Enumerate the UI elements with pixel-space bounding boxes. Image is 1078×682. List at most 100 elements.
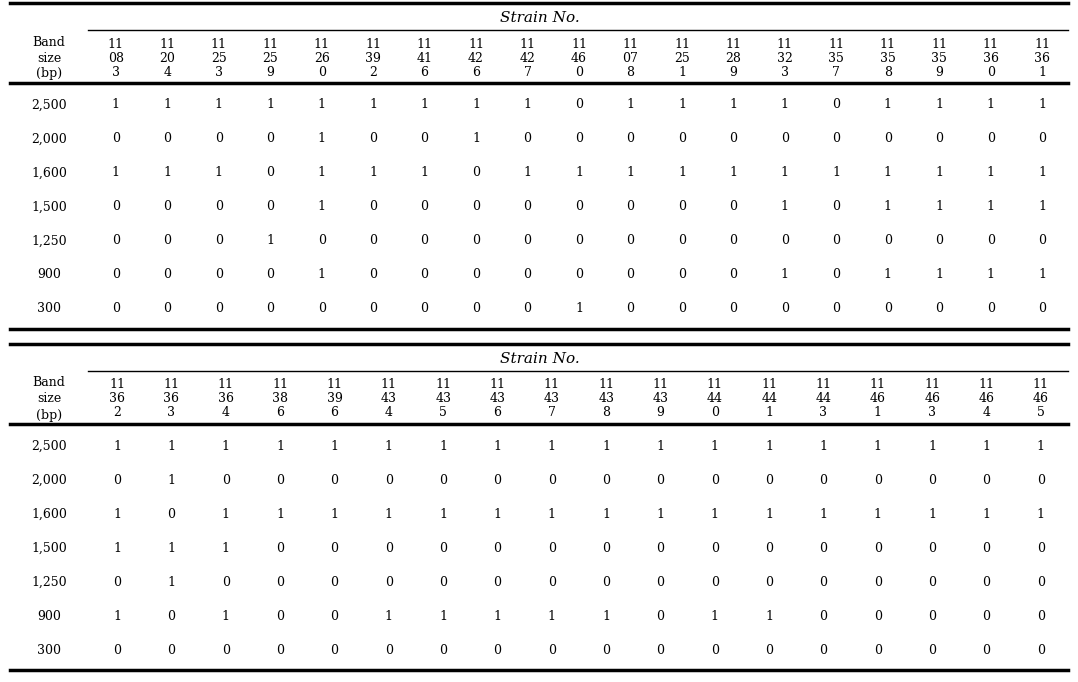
Text: 1: 1	[439, 507, 447, 520]
Text: 0: 0	[986, 235, 995, 248]
Text: 11: 11	[489, 379, 506, 391]
Text: 11: 11	[436, 379, 452, 391]
Text: 0: 0	[603, 644, 610, 657]
Text: 1,500: 1,500	[31, 201, 67, 213]
Text: 0: 0	[163, 269, 171, 282]
Text: 0: 0	[832, 201, 841, 213]
Text: 0: 0	[112, 235, 120, 248]
Text: 0: 0	[936, 132, 943, 145]
Text: 4: 4	[222, 406, 230, 419]
Text: Band
size
(bp): Band size (bp)	[32, 35, 66, 80]
Text: 11: 11	[924, 379, 940, 391]
Text: 0: 0	[603, 576, 610, 589]
Text: 0: 0	[1037, 542, 1045, 554]
Text: 0: 0	[420, 269, 429, 282]
Text: 1: 1	[936, 201, 943, 213]
Text: 1: 1	[385, 439, 392, 452]
Text: 0: 0	[222, 576, 230, 589]
Text: 0: 0	[874, 542, 882, 554]
Text: 11: 11	[160, 38, 176, 50]
Text: 1: 1	[167, 473, 176, 486]
Text: 0: 0	[936, 303, 943, 316]
Text: 0: 0	[710, 644, 719, 657]
Text: 0: 0	[215, 201, 223, 213]
Text: 0: 0	[331, 542, 338, 554]
Text: 11: 11	[777, 38, 793, 50]
Text: 36: 36	[109, 393, 125, 406]
Text: 0: 0	[819, 610, 828, 623]
Text: 0: 0	[318, 65, 326, 78]
Text: 0: 0	[266, 132, 274, 145]
Text: 9: 9	[936, 65, 943, 78]
Text: 0: 0	[575, 235, 583, 248]
Text: 11: 11	[598, 379, 614, 391]
Text: 1: 1	[936, 166, 943, 179]
Text: 0: 0	[575, 132, 583, 145]
Text: 5: 5	[439, 406, 447, 419]
Text: 300: 300	[37, 303, 61, 316]
Text: 1: 1	[884, 201, 892, 213]
Text: 46: 46	[571, 52, 588, 65]
Text: 0: 0	[1038, 132, 1047, 145]
Text: 1: 1	[780, 201, 789, 213]
Text: 1: 1	[318, 201, 326, 213]
Text: 0: 0	[678, 201, 686, 213]
Text: 25: 25	[674, 52, 690, 65]
Text: 0: 0	[215, 235, 223, 248]
Text: 36: 36	[1034, 52, 1050, 65]
Text: 900: 900	[37, 610, 61, 623]
Text: 0: 0	[266, 201, 274, 213]
Text: 1: 1	[710, 439, 719, 452]
Text: 9: 9	[657, 406, 664, 419]
Text: 1: 1	[385, 610, 392, 623]
Text: 0: 0	[982, 473, 991, 486]
Text: 0: 0	[765, 473, 773, 486]
Text: 11: 11	[652, 379, 668, 391]
Text: 0: 0	[385, 576, 392, 589]
Text: 0: 0	[874, 473, 882, 486]
Text: 1: 1	[626, 166, 635, 179]
Text: 1: 1	[986, 166, 995, 179]
Text: 0: 0	[494, 473, 501, 486]
Text: 46: 46	[870, 393, 886, 406]
Text: 25: 25	[211, 52, 226, 65]
Text: 11: 11	[314, 38, 330, 50]
Text: 43: 43	[543, 393, 559, 406]
Text: 0: 0	[928, 473, 936, 486]
Text: 1: 1	[472, 132, 480, 145]
Text: 1: 1	[986, 269, 995, 282]
Text: 11: 11	[381, 379, 397, 391]
Text: 0: 0	[928, 644, 936, 657]
Text: 1: 1	[678, 65, 686, 78]
Text: 0: 0	[222, 473, 230, 486]
Text: 1: 1	[318, 132, 326, 145]
Text: 1: 1	[439, 610, 447, 623]
Text: 1: 1	[318, 269, 326, 282]
Text: 0: 0	[626, 132, 635, 145]
Text: 0: 0	[657, 610, 664, 623]
Text: 0: 0	[215, 269, 223, 282]
Text: 0: 0	[163, 303, 171, 316]
Text: 0: 0	[575, 269, 583, 282]
Text: 0: 0	[385, 473, 392, 486]
Text: 1: 1	[678, 98, 686, 111]
Text: 1: 1	[331, 439, 338, 452]
Text: 0: 0	[112, 201, 120, 213]
Text: 1: 1	[730, 166, 737, 179]
Text: 0: 0	[1038, 303, 1047, 316]
Text: 0: 0	[986, 132, 995, 145]
Text: 3: 3	[928, 406, 936, 419]
Text: 1: 1	[524, 166, 531, 179]
Text: 1: 1	[222, 542, 230, 554]
Text: 11: 11	[674, 38, 690, 50]
Text: 1: 1	[1037, 507, 1045, 520]
Text: 0: 0	[163, 132, 171, 145]
Text: 1: 1	[222, 507, 230, 520]
Text: 0: 0	[678, 303, 686, 316]
Text: 0: 0	[730, 269, 737, 282]
Text: 1,600: 1,600	[31, 507, 67, 520]
Text: 0: 0	[494, 576, 501, 589]
Text: 1: 1	[603, 507, 610, 520]
Text: 46: 46	[979, 393, 995, 406]
Text: 0: 0	[765, 542, 773, 554]
